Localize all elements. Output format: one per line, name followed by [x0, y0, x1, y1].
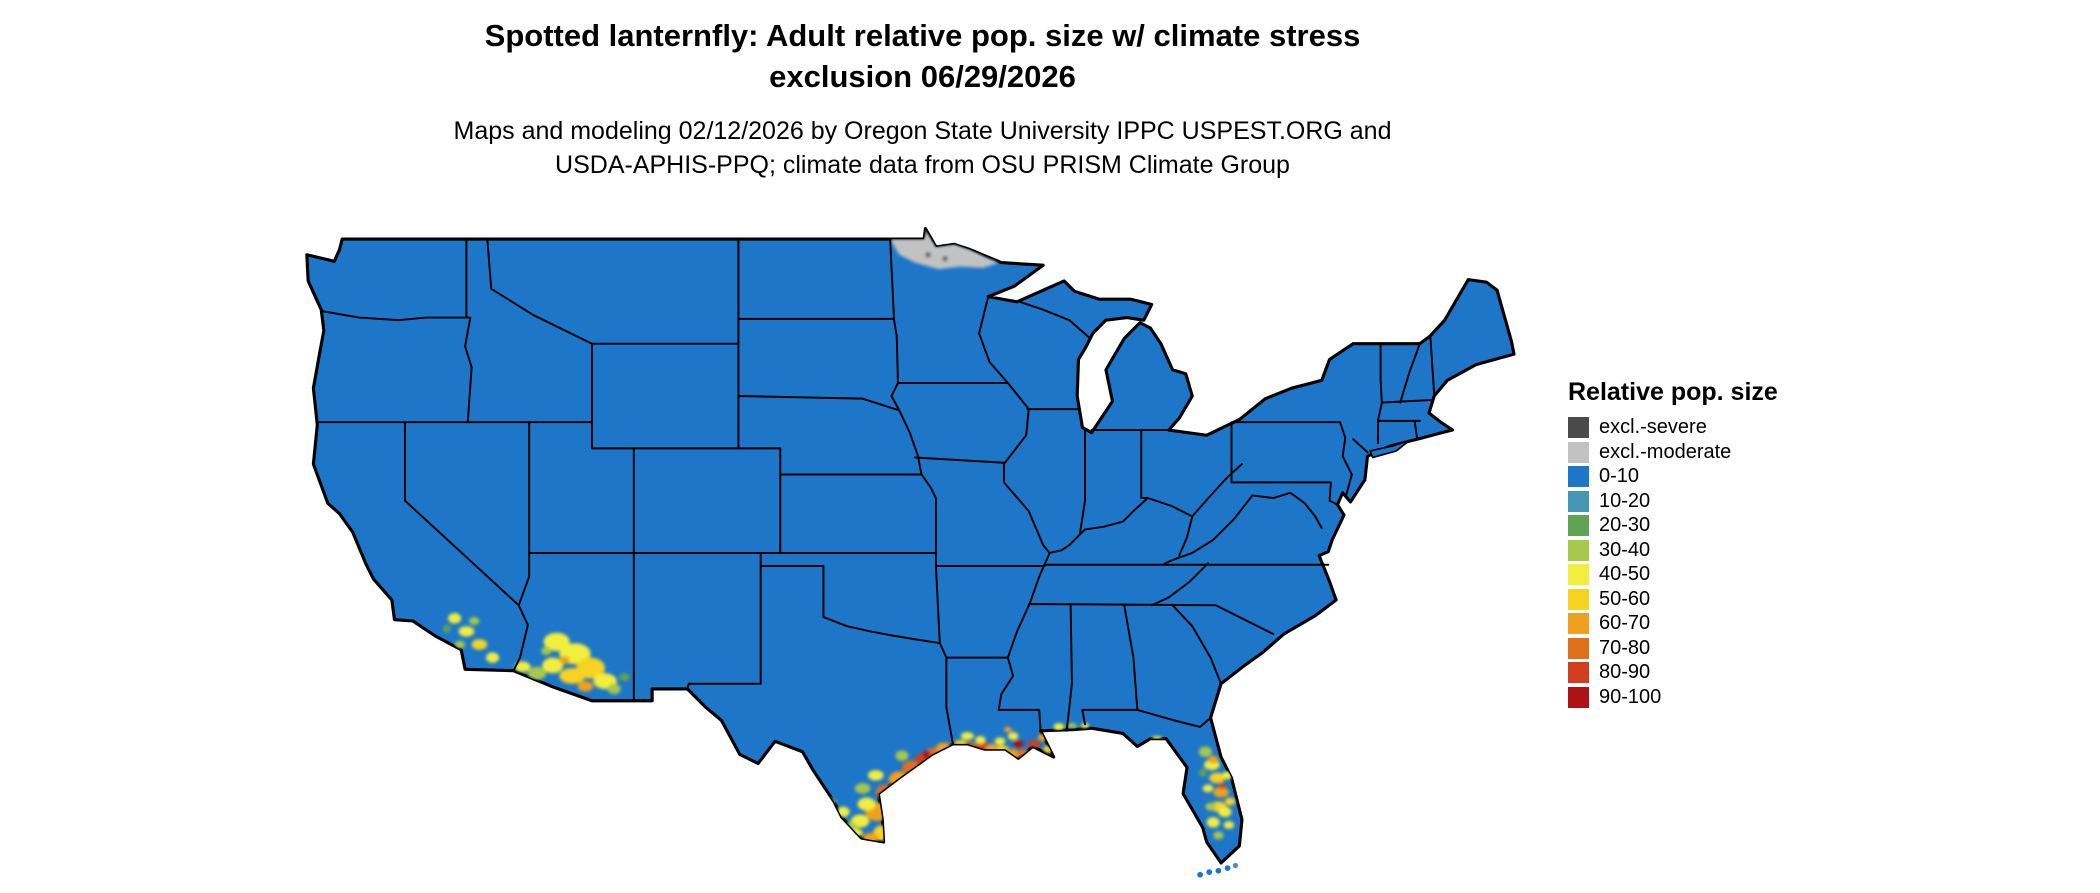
legend-item-label: excl.-severe: [1599, 416, 1707, 438]
legend-item-label: 90-100: [1599, 685, 1662, 708]
legend-item-label: 60-70: [1599, 612, 1651, 634]
header: Spotted lanternfly: Adult relative pop. …: [0, 16, 1845, 183]
legend-item: 70-80: [1568, 636, 1828, 659]
legend-item-label: 10-20: [1599, 489, 1651, 512]
legend-item-label: 30-40: [1599, 538, 1651, 561]
legend-item: 30-40: [1568, 538, 1828, 561]
legend: Relative pop. size excl.-severe excl.-mo…: [1568, 378, 1828, 711]
legend-item: 90-100: [1568, 685, 1828, 708]
legend-swatch: [1568, 564, 1589, 585]
legend-item-label: 20-30: [1599, 514, 1651, 536]
legend-item: 60-70: [1568, 613, 1828, 634]
legend-swatch: [1568, 441, 1589, 463]
legend-item-label: 50-60: [1599, 587, 1651, 610]
map-title: Spotted lanternfly: Adult relative pop. …: [484, 18, 1361, 94]
legend-item-label: 40-50: [1599, 563, 1651, 585]
legend-item-label: excl.-moderate: [1599, 440, 1732, 463]
legend-title: Relative pop. size: [1568, 378, 1778, 406]
state-borders: [316, 238, 1436, 745]
legend-swatch: [1568, 613, 1589, 634]
map-subtitle: Maps and modeling 02/12/2026 by Oregon S…: [453, 116, 1392, 180]
legend-item: 40-50: [1568, 564, 1828, 585]
legend-swatch: [1568, 662, 1589, 683]
legend-swatch: [1568, 588, 1589, 610]
florida-keys-dots: [1197, 862, 1239, 878]
us-map: [300, 226, 1530, 893]
legend-item: excl.-moderate: [1568, 440, 1828, 463]
us-map-svg: [305, 227, 1516, 878]
legend-item: 20-30: [1568, 515, 1828, 536]
legend-item: 10-20: [1568, 489, 1828, 512]
legend-item-label: 70-80: [1599, 636, 1651, 659]
legend-swatch: [1568, 515, 1589, 536]
legend-swatch: [1568, 466, 1589, 487]
legend-swatch: [1568, 490, 1589, 512]
legend-item-label: 0-10: [1599, 465, 1640, 487]
legend-swatch: [1568, 539, 1589, 561]
legend-item: 0-10: [1568, 466, 1828, 487]
legend-swatch: [1568, 637, 1589, 659]
us-outline: [305, 227, 1516, 865]
legend-item-label: 80-90: [1599, 661, 1651, 683]
legend-swatch: [1568, 686, 1589, 708]
legend-swatch: [1568, 417, 1589, 438]
exclusion-overlay: [890, 229, 999, 270]
legend-item: 80-90: [1568, 662, 1828, 683]
legend-item: 50-60: [1568, 587, 1828, 610]
legend-items: excl.-severe excl.-moderate 0-10 10-20 2…: [1568, 417, 1828, 708]
long-island: [1368, 439, 1410, 459]
legend-item: excl.-severe: [1568, 417, 1828, 438]
